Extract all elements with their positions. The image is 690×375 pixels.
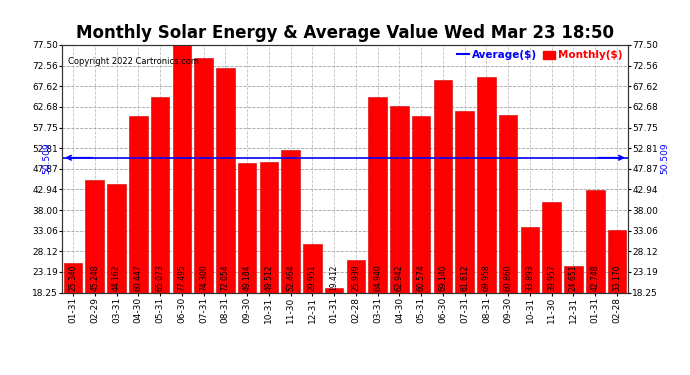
Text: 60.574: 60.574 — [417, 264, 426, 291]
Text: 19.412: 19.412 — [330, 265, 339, 291]
Bar — [586, 190, 604, 292]
Bar — [325, 288, 344, 292]
Text: 69.140: 69.140 — [438, 265, 447, 291]
Bar — [368, 98, 387, 292]
Text: 61.612: 61.612 — [460, 265, 469, 291]
Title: Monthly Solar Energy & Average Value Wed Mar 23 18:50: Monthly Solar Energy & Average Value Wed… — [76, 24, 614, 42]
Text: 62.942: 62.942 — [395, 265, 404, 291]
Bar — [129, 116, 148, 292]
Legend: Average($), Monthly($): Average($), Monthly($) — [457, 50, 622, 60]
Bar — [564, 266, 583, 292]
Bar — [412, 116, 431, 292]
Text: 45.248: 45.248 — [90, 265, 99, 291]
Bar — [477, 76, 495, 292]
Text: 24.651: 24.651 — [569, 265, 578, 291]
Text: 77.495: 77.495 — [177, 264, 186, 291]
Text: 42.748: 42.748 — [591, 265, 600, 291]
Text: 25.939: 25.939 — [351, 265, 360, 291]
Bar — [608, 230, 627, 292]
Text: 64.940: 64.940 — [373, 264, 382, 291]
Text: 50.509: 50.509 — [660, 142, 669, 174]
Bar — [63, 263, 82, 292]
Bar — [542, 202, 561, 292]
Bar — [282, 150, 300, 292]
Bar — [238, 163, 256, 292]
Text: 29.951: 29.951 — [308, 265, 317, 291]
Bar — [107, 184, 126, 292]
Bar — [151, 97, 169, 292]
Bar — [499, 114, 518, 292]
Bar — [172, 45, 191, 292]
Text: 65.073: 65.073 — [155, 264, 164, 291]
Text: 44.162: 44.162 — [112, 265, 121, 291]
Bar — [303, 244, 322, 292]
Text: 33.893: 33.893 — [526, 265, 535, 291]
Text: 72.054: 72.054 — [221, 265, 230, 291]
Text: 50.509: 50.509 — [42, 142, 51, 174]
Text: 69.958: 69.958 — [482, 265, 491, 291]
Text: 25.340: 25.340 — [68, 265, 77, 291]
Bar — [259, 162, 278, 292]
Text: 60.860: 60.860 — [504, 265, 513, 291]
Text: 60.447: 60.447 — [134, 264, 143, 291]
Bar — [86, 180, 104, 292]
Text: 52.464: 52.464 — [286, 265, 295, 291]
Bar — [390, 106, 408, 292]
Bar — [434, 80, 452, 292]
Text: 39.957: 39.957 — [547, 264, 556, 291]
Text: 74.300: 74.300 — [199, 264, 208, 291]
Text: 49.512: 49.512 — [264, 265, 273, 291]
Text: 49.184: 49.184 — [243, 265, 252, 291]
Bar — [346, 260, 365, 292]
Bar — [216, 68, 235, 292]
Bar — [455, 111, 474, 292]
Bar — [521, 227, 539, 292]
Bar — [195, 58, 213, 292]
Text: 33.170: 33.170 — [613, 265, 622, 291]
Text: Copyright 2022 Cartronics.com: Copyright 2022 Cartronics.com — [68, 57, 199, 66]
